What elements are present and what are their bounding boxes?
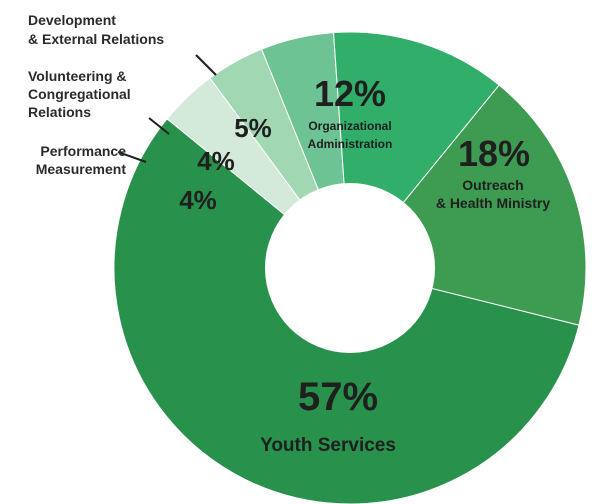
slice-label-development: & External Relations — [28, 31, 164, 47]
value-label-performance: 4% — [179, 185, 217, 215]
slice-label-volunteering: Congregational — [28, 86, 131, 102]
slice-label-development: Development — [28, 12, 116, 28]
value-label-development: 5% — [234, 113, 272, 143]
leader-line-volunteering — [148, 117, 170, 135]
slice-label-performance: Measurement — [36, 161, 127, 177]
slice-label-organizational: Administration — [308, 137, 393, 151]
value-label-volunteering: 4% — [197, 146, 235, 176]
donut-hole — [265, 183, 435, 353]
leader-line-development — [195, 54, 217, 76]
value-label-outreach: 18% — [458, 133, 530, 174]
leader-lines-group — [117, 54, 217, 163]
slice-label-volunteering: Volunteering & — [28, 68, 127, 84]
value-label-youth: 57% — [298, 375, 378, 419]
slice-label-organizational: Organizational — [308, 119, 391, 133]
value-label-organizational: 12% — [314, 73, 386, 114]
slice-label-youth: Youth Services — [260, 435, 396, 456]
slice-label-volunteering: Relations — [28, 104, 91, 120]
leader-line-performance — [117, 151, 147, 163]
slice-label-performance: Performance — [40, 143, 126, 159]
labels-group: 57% Youth Services 4% Performance Measuremen… — [28, 12, 550, 456]
slice-label-outreach: & Health Ministry — [436, 195, 551, 211]
slice-label-outreach: Outreach — [462, 177, 523, 193]
